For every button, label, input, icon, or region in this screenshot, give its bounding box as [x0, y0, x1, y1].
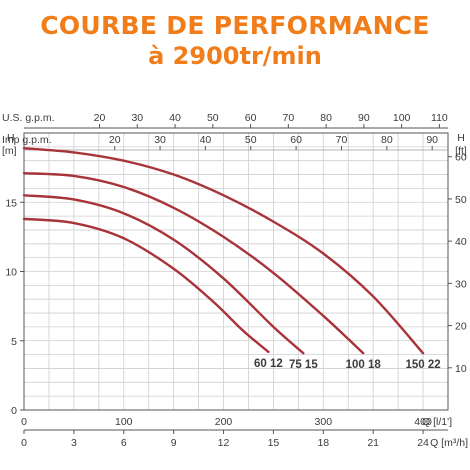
y-tick-label-left: 5: [11, 336, 17, 348]
chart-series-labels: 60 12 75 15 100 18 150 22: [254, 358, 441, 371]
x-tick-label-m3h: 12: [218, 437, 230, 449]
usgpm-tick-label: 20: [94, 112, 106, 124]
y-axis-label-right: H: [457, 132, 465, 144]
usgpm-tick-label: 100: [393, 112, 411, 124]
x-axis-label-impgpm: Imp g.p.m.: [2, 134, 52, 146]
chart-subtitle: à 2900tr/min: [148, 42, 322, 70]
y-axis-unit-right: [ft]: [455, 145, 467, 157]
performance-curve: [22, 147, 425, 355]
usgpm-tick-label: 60: [245, 112, 257, 124]
x-axis-label-m3h: Q [m³/h]: [430, 437, 468, 449]
usgpm-tick-label: 80: [320, 112, 332, 124]
y-tick-label-left: 10: [5, 267, 17, 279]
x-tick-label-lmin: 400: [414, 416, 432, 428]
impgpm-tick-label: 50: [245, 134, 257, 146]
usgpm-tick-label: 30: [131, 112, 143, 124]
chart-curves: [22, 147, 425, 355]
impgpm-tick-label: 90: [426, 134, 438, 146]
y-tick-label-right: 10: [455, 363, 467, 375]
x-axis-label-lmin: Q [l/1']: [422, 416, 452, 428]
impgpm-tick-label: 40: [200, 134, 212, 146]
usgpm-tick-label: 70: [283, 112, 295, 124]
usgpm-tick-label: 90: [358, 112, 370, 124]
performance-curve: [22, 171, 365, 355]
x-tick-label-m3h: 21: [367, 437, 379, 449]
usgpm-tick-label: 50: [207, 112, 219, 124]
y-tick-label-right: 30: [455, 278, 467, 290]
y-tick-label-left: 15: [5, 197, 17, 209]
x-axis-label-usgpm: U.S. g.p.m.: [2, 112, 55, 124]
usgpm-tick-label: 40: [169, 112, 181, 124]
impgpm-tick-label: 20: [109, 134, 121, 146]
curve-label: 60 12: [254, 358, 283, 370]
x-tick-label-m3h: 15: [268, 437, 280, 449]
y-tick-label-right: 20: [455, 321, 467, 333]
x-tick-label-m3h: 18: [317, 437, 329, 449]
performance-curve: [22, 194, 305, 355]
curve-label: 100 18: [346, 359, 382, 371]
x-tick-label-m3h: 9: [171, 437, 177, 449]
x-tick-label-m3h: 0: [21, 437, 27, 449]
x-tick-label-lmin: 0: [21, 416, 27, 428]
performance-curve: [22, 217, 270, 354]
x-tick-label-m3h: 24: [417, 437, 429, 449]
chart-grid: [23, 132, 449, 411]
curve-label: 75 15: [289, 359, 318, 371]
y-tick-label-right: 40: [455, 236, 467, 248]
usgpm-tick-label: 110: [431, 112, 448, 124]
x-tick-label-m3h: 3: [71, 437, 77, 449]
impgpm-tick-label: 80: [381, 134, 393, 146]
impgpm-tick-label: 30: [154, 134, 166, 146]
impgpm-tick-label: 60: [290, 134, 302, 146]
chart-axes: [20, 124, 452, 434]
x-tick-label-lmin: 100: [115, 416, 133, 428]
curve-label: 150 22: [405, 359, 440, 371]
y-axis-label-left: H: [7, 132, 15, 144]
y-axis-unit-left: [m]: [2, 145, 17, 157]
impgpm-tick-label: 70: [336, 134, 348, 146]
chart-title: COURBE DE PERFORMANCE: [40, 11, 430, 40]
y-tick-label-left: 0: [11, 405, 17, 417]
y-tick-label-right: 60: [455, 152, 467, 164]
x-tick-label-lmin: 300: [315, 416, 333, 428]
x-tick-label-m3h: 6: [121, 437, 127, 449]
x-tick-label-lmin: 200: [215, 416, 233, 428]
y-tick-label-right: 50: [455, 194, 467, 206]
